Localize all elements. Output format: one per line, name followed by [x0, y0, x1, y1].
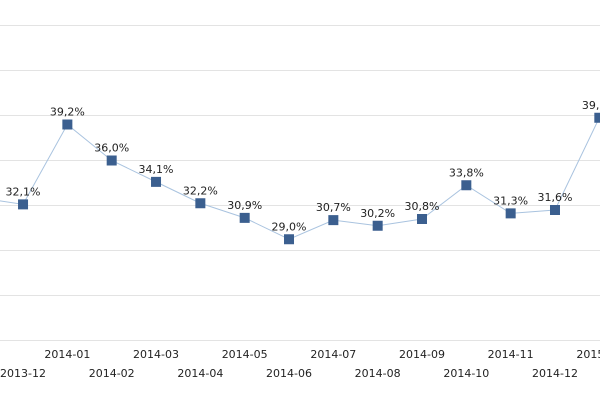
marker: [461, 180, 472, 191]
data-label: 30,9%: [227, 199, 262, 212]
marker: [549, 205, 560, 215]
x-tick-label: 2014-12: [532, 367, 578, 380]
data-label: 32,1%: [6, 185, 41, 198]
data-label: 30,8%: [405, 200, 440, 213]
marker: [106, 155, 117, 166]
data-label: 33,8%: [449, 166, 484, 179]
marker: [372, 220, 383, 231]
marker: [62, 119, 73, 130]
data-label: 30,7%: [316, 201, 351, 214]
marker: [505, 208, 516, 219]
marker: [328, 215, 339, 226]
data-label: 36,0%: [94, 142, 129, 155]
marker: [284, 234, 295, 245]
x-tick-label: 2014-05: [222, 348, 268, 361]
data-label: 31,3%: [493, 194, 528, 207]
x-tick-label: 2013-12: [0, 367, 46, 380]
x-tick-label: 2014-11: [488, 348, 534, 361]
marker: [195, 198, 206, 209]
x-tick-label: 2014-09: [399, 348, 445, 361]
x-tick-label: 2015-01: [576, 348, 600, 361]
x-tick-label: 2014-08: [355, 367, 401, 380]
data-label: 34,1%: [139, 163, 174, 176]
x-tick-label: 2014-10: [443, 367, 489, 380]
x-tick-label: 2014-06: [266, 367, 312, 380]
data-label: 31,6%: [538, 191, 573, 204]
data-label: 29,0%: [272, 220, 307, 233]
marker: [239, 212, 250, 223]
marker: [594, 112, 600, 123]
x-tick-label: 2014-03: [133, 348, 179, 361]
data-label: 30,2%: [360, 207, 395, 220]
data-label: 39,2%: [50, 106, 85, 119]
data-label: 32,2%: [183, 184, 218, 197]
marker: [417, 214, 427, 224]
x-tick-label: 2014-01: [44, 348, 90, 361]
x-tick-label: 2014-02: [89, 367, 135, 380]
data-label: 39,8%: [582, 99, 600, 112]
x-tick-label: 2014-04: [177, 367, 223, 380]
marker: [151, 176, 162, 187]
x-tick-label: 2014-07: [310, 348, 356, 361]
marker: [18, 199, 29, 210]
